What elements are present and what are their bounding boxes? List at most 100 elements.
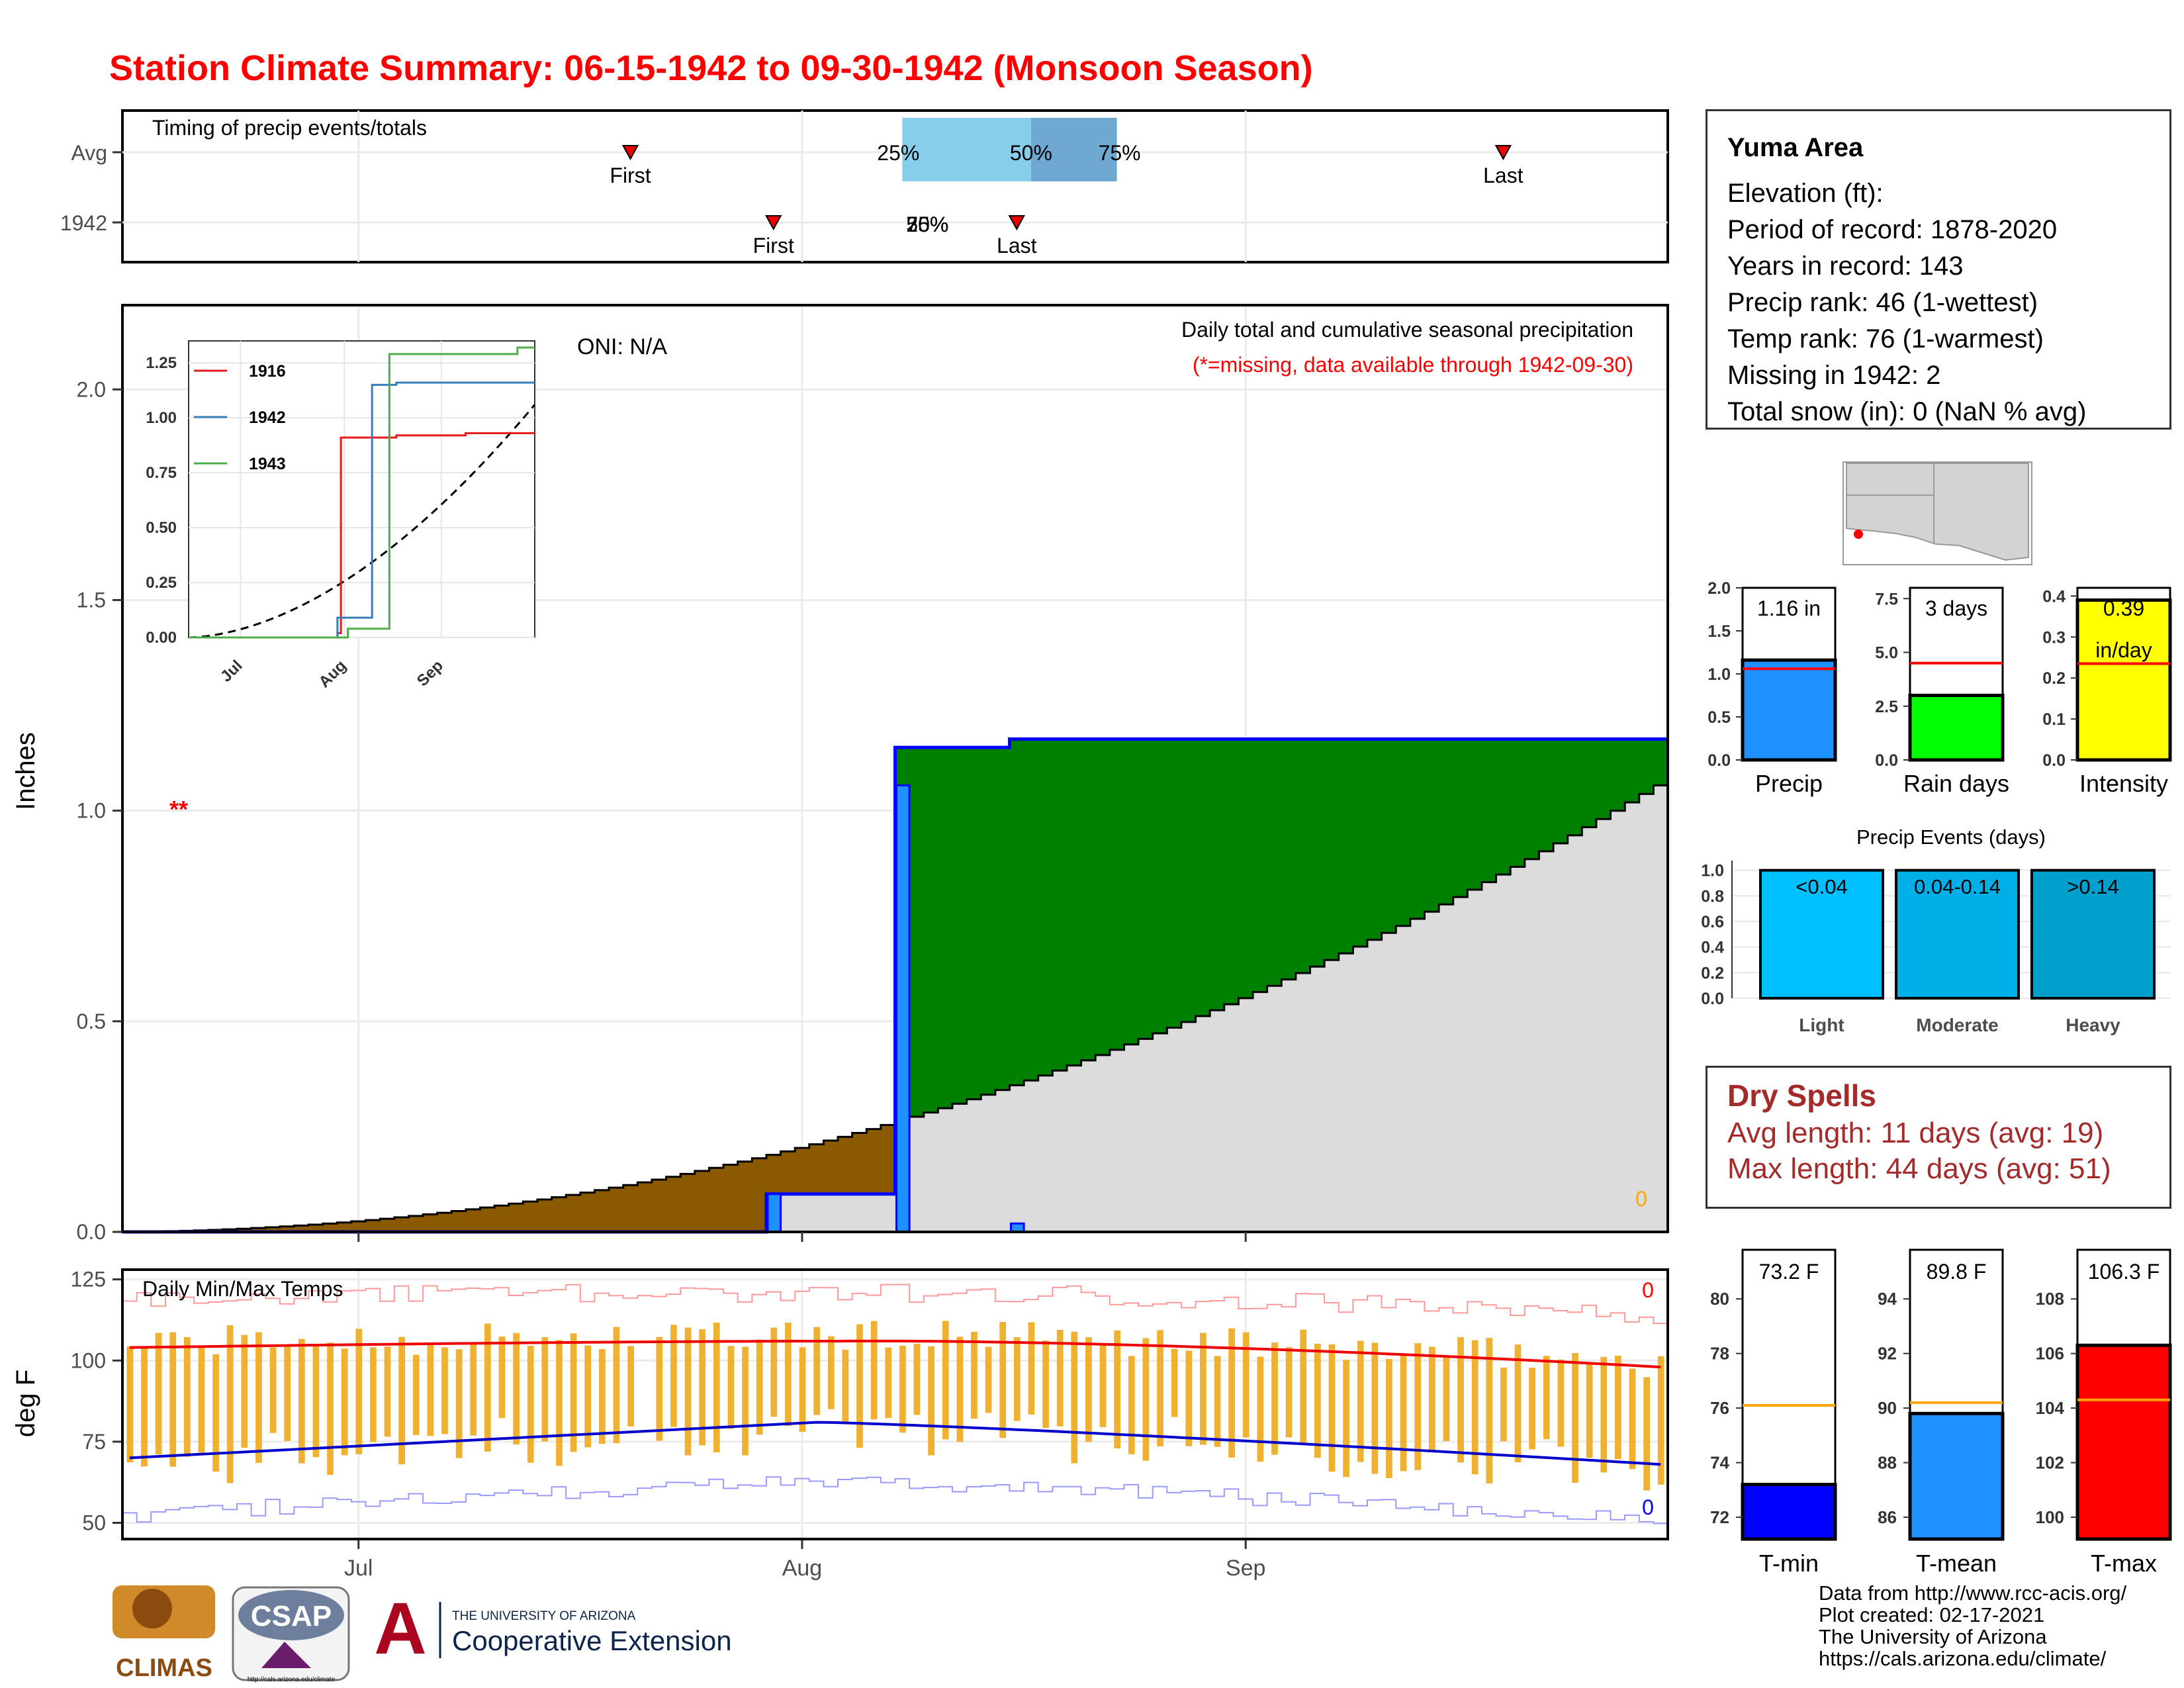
temp-daily-bar <box>1114 1330 1121 1449</box>
temp-daily-bar <box>1500 1367 1507 1442</box>
temp-daily-bar <box>670 1325 677 1427</box>
events-bar-label: Light <box>1799 1015 1844 1035</box>
tbar-ytick-label: 74 <box>1710 1453 1729 1473</box>
timing-avg-first-marker <box>621 145 639 161</box>
temp-daily-bar <box>141 1347 148 1467</box>
temp-max-count: 0 <box>1642 1278 1654 1302</box>
temp-daily-bar <box>1200 1333 1206 1445</box>
precip-area-green <box>895 739 1668 1121</box>
temp-ytick-label: 100 <box>71 1348 106 1372</box>
dry-spells-title: Dry Spells <box>1727 1078 1876 1113</box>
logos: CLIMAS CSAP http://cals.arizona.edu/climat… <box>113 1585 732 1683</box>
tbar-value: 89.8 F <box>1927 1260 1987 1284</box>
tbar-value: 73.2 F <box>1759 1260 1819 1284</box>
temp-daily-bar <box>1228 1328 1235 1458</box>
summary-bars: 0.0 0.5 1.0 1.5 2.0 1.16 in Precip 0.0 2.5 5.0 7.5… <box>1707 579 2172 797</box>
inset-ytick-label: 0.75 <box>146 464 177 482</box>
timing-avg-first-label: First <box>610 164 651 187</box>
temp-daily-bar <box>1357 1340 1364 1462</box>
temp-daily-bar <box>727 1346 735 1429</box>
summary-ytick-label: 2.0 <box>1707 579 1731 598</box>
inset-legend-label: 1943 <box>249 455 286 473</box>
timing-1942-last-marker <box>1008 215 1025 231</box>
station-elevation: Elevation (ft): <box>1727 179 1884 208</box>
timing-row-1942: 1942 <box>60 211 107 235</box>
precip-corner-value: 0 <box>1635 1187 1647 1211</box>
temp-daily-bar <box>370 1347 377 1442</box>
summary-ytick-label: 5.0 <box>1875 644 1898 663</box>
events-bar-range: 0.04-0.14 <box>1914 875 2001 898</box>
temp-daily-bar <box>842 1349 849 1423</box>
temp-daily-bar <box>556 1340 563 1466</box>
temp-daily-bar <box>1257 1356 1264 1462</box>
summary-bar-value: 0.39 <box>2103 596 2144 620</box>
temp-daily-bar <box>770 1327 778 1417</box>
temp-daily-bar <box>1300 1329 1307 1443</box>
precip-caption: Daily total and cumulative seasonal prec… <box>1181 318 1633 342</box>
temp-daily-bar <box>1328 1344 1336 1472</box>
temp-daily-bar <box>956 1336 964 1442</box>
temp-daily-bar <box>813 1327 820 1415</box>
temp-record-max <box>122 1284 1668 1325</box>
temp-daily-bar <box>1371 1342 1379 1474</box>
events-bar-range: >0.14 <box>2067 875 2118 898</box>
temp-daily-bar <box>155 1333 162 1454</box>
credit-univ: The University of Arizona <box>1819 1625 2047 1648</box>
tbar-ytick-label: 102 <box>2036 1453 2064 1473</box>
temp-daily-bar <box>942 1321 949 1440</box>
tbar-T-mean <box>1908 1411 2005 1541</box>
temp-daily-bar <box>684 1327 692 1456</box>
summary-bar-Precip <box>1741 658 1837 762</box>
temp-summary-bars: 72 74 76 78 80 73.2 F T-min 86 88 90 92 94 89.8 F T-m… <box>1710 1248 2172 1577</box>
temp-daily-bar <box>212 1354 219 1472</box>
timing-1942-last-label: Last <box>997 234 1037 258</box>
temp-daily-bar <box>355 1329 363 1454</box>
temp-daily-bar <box>885 1347 892 1419</box>
timing-p50: 50% <box>1010 141 1052 165</box>
temp-daily-bar <box>1285 1347 1293 1438</box>
temp-daily-bar <box>756 1339 763 1435</box>
tbar-ytick-label: 100 <box>2036 1507 2064 1527</box>
temp-daily-bar <box>513 1333 520 1445</box>
temp-xtick-label: Aug <box>782 1556 823 1581</box>
tbar-ytick-label: 104 <box>2036 1398 2065 1418</box>
summary-ytick-label: 1.5 <box>1707 622 1731 641</box>
csap-logo-text: CSAP <box>251 1600 332 1632</box>
summary-ytick-label: 0.2 <box>2042 669 2066 688</box>
temp-bg <box>122 1270 1668 1539</box>
temp-daily-bar <box>1529 1368 1536 1450</box>
temp-daily-bar <box>1271 1342 1278 1455</box>
events-bar-range: <0.04 <box>1796 875 1847 898</box>
tbar-label: T-min <box>1759 1550 1819 1577</box>
credit-date: Plot created: 02-17-2021 <box>1819 1603 2045 1626</box>
temp-ytick-label: 50 <box>82 1511 106 1534</box>
events-ytick-label: 0.6 <box>1701 913 1724 931</box>
temp-daily-bar <box>169 1332 177 1467</box>
temp-daily-bar <box>1443 1356 1450 1441</box>
station-missing: Missing in 1942: 2 <box>1727 361 1941 390</box>
temp-daily-bar <box>341 1348 348 1456</box>
ua-logo-line2: Cooperative Extension <box>452 1625 732 1656</box>
timing-1942-pct: 25% <box>906 212 948 236</box>
inset-avg-line <box>188 404 536 639</box>
events-bar-label: Heavy <box>2066 1015 2120 1035</box>
precip-daily-bar <box>766 1193 782 1233</box>
temp-frame <box>121 1268 1669 1540</box>
station-temp-rank: Temp rank: 76 (1-warmest) <box>1727 324 2044 353</box>
dry-spells-max: Max length: 44 days (avg: 51) <box>1727 1152 2111 1185</box>
events-ytick-label: 0.0 <box>1701 990 1724 1008</box>
precip-area-brown <box>136 1125 895 1232</box>
inset-line-1943 <box>189 346 535 639</box>
temp-daily-bar <box>1071 1331 1078 1464</box>
temp-daily-bar <box>1214 1356 1221 1447</box>
temp-daily-bar <box>298 1338 305 1464</box>
tbar-ytick-label: 106 <box>2036 1344 2064 1364</box>
temp-xtick-label: Jul <box>344 1556 373 1581</box>
events-title: Precip Events (days) <box>1856 825 2046 849</box>
temp-daily-bar <box>1414 1343 1422 1470</box>
temp-daily-bar <box>198 1346 205 1453</box>
precip-ytick-label: 1.5 <box>77 588 106 612</box>
temp-daily-bar <box>713 1323 720 1453</box>
